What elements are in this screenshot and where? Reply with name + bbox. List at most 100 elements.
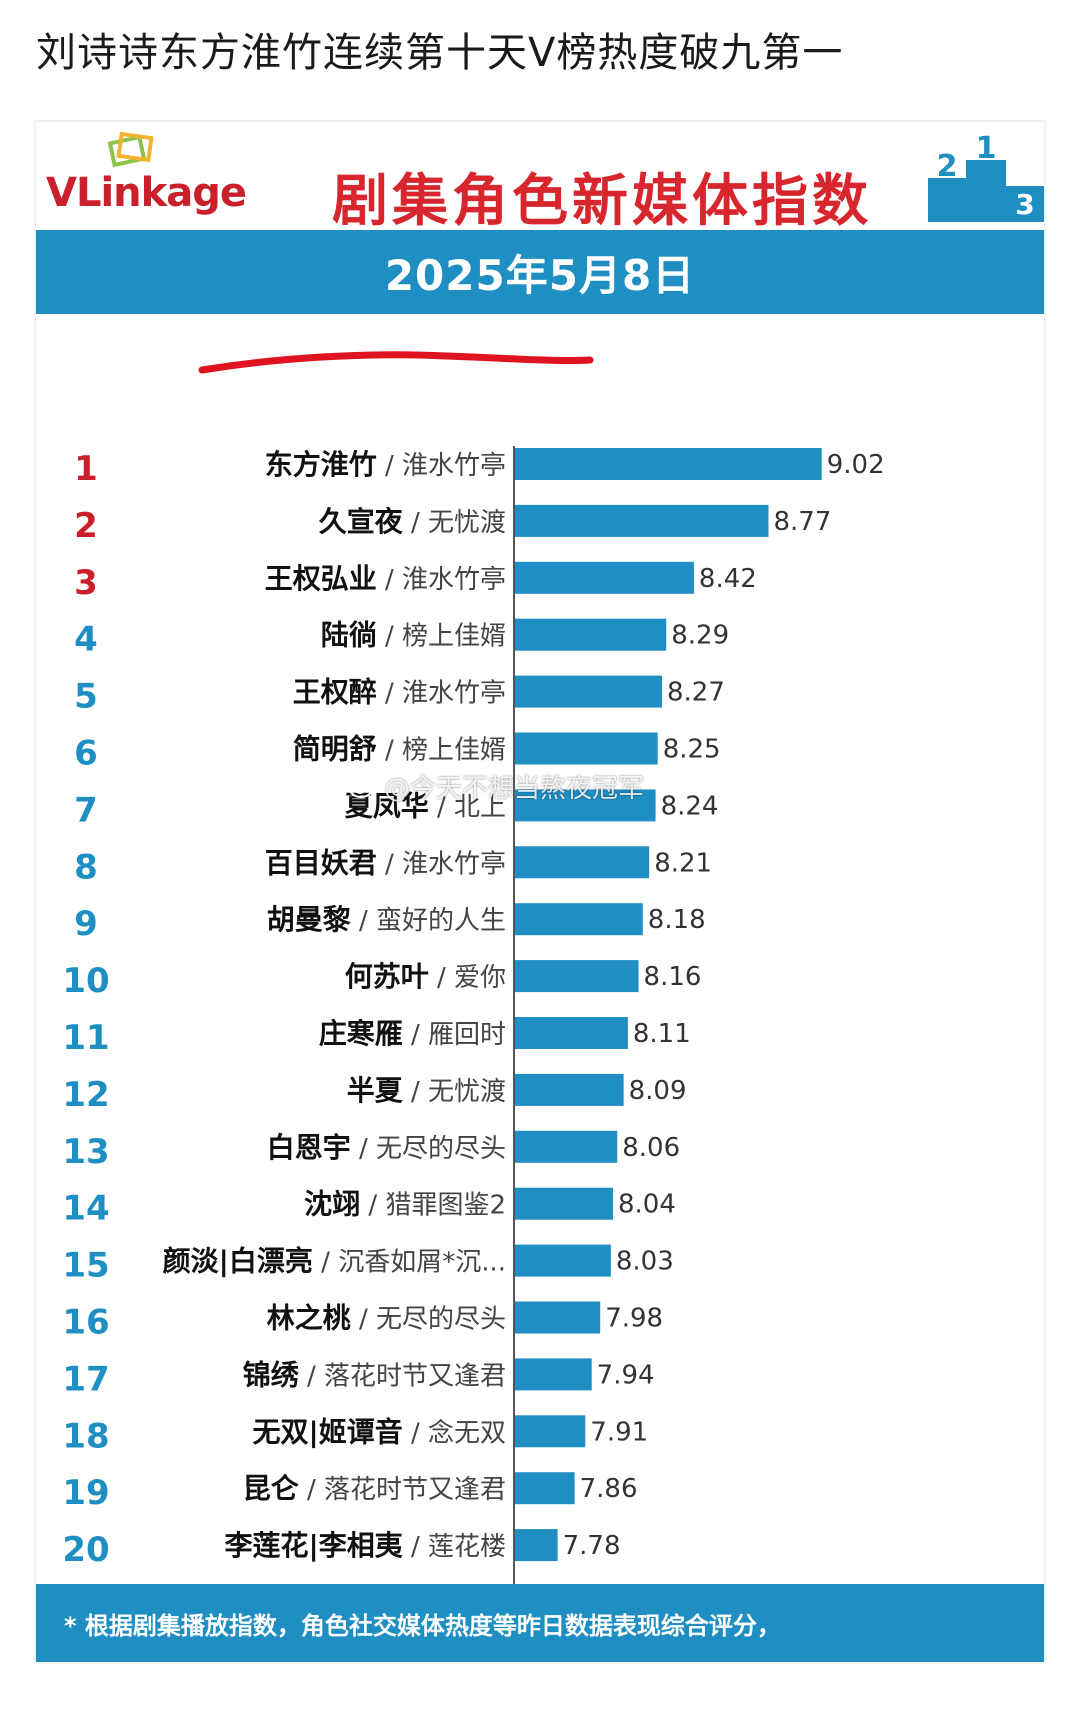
role-name: 东方淮竹 [265, 448, 377, 481]
rank-number: 14 [62, 1189, 109, 1229]
drama-name: / 淮水竹亭 [377, 565, 506, 595]
bar [515, 1073, 624, 1106]
bar-label: 何苏叶 / 爱你 [345, 960, 506, 993]
drama-name: / 无尽的尽头 [351, 1134, 506, 1164]
rank-number: 8 [74, 847, 98, 887]
role-name: 久宣夜 [319, 505, 404, 538]
bar [515, 618, 667, 651]
drama-name: / 蛮好的人生 [351, 906, 506, 936]
bar [515, 448, 822, 480]
value-label: 8.18 [648, 905, 706, 935]
bar [515, 675, 662, 708]
bar [515, 1017, 628, 1049]
drama-name: / 榜上佳婿 [377, 622, 506, 652]
bar [515, 789, 656, 822]
role-name: 简明舒 [293, 733, 377, 766]
role-name: 陆徜 [321, 619, 377, 652]
role-name: 林之桃 [267, 1302, 351, 1335]
bar-label: 李莲花|李相夷 / 莲花楼 [224, 1529, 506, 1562]
role-name: 王权醉 [293, 676, 377, 709]
podium-icon: 2 1 3 [928, 131, 1044, 222]
value-label: 7.91 [590, 1417, 648, 1447]
red-underline-annotation [198, 351, 594, 374]
bar-label: 东方淮竹 / 淮水竹亭 [265, 448, 506, 481]
bar-label: 庄寒雁 / 雁回时 [319, 1017, 506, 1050]
bar [515, 1244, 611, 1277]
drama-name: / 榜上佳婿 [377, 736, 506, 766]
role-name: 夏凤华 [345, 789, 429, 822]
value-label: 8.24 [661, 791, 719, 821]
value-label: 8.77 [773, 507, 831, 537]
role-name: 锦绣 [243, 1358, 300, 1391]
rank-number: 7 [74, 790, 98, 830]
rank-number: 6 [74, 734, 98, 774]
vlinkage-logo: VLinkage [46, 131, 247, 216]
bar [515, 732, 658, 765]
value-label: 8.04 [618, 1190, 676, 1220]
bar-label: 白恩宇 / 无尽的尽头 [267, 1131, 506, 1164]
role-name: 王权弘业 [265, 562, 377, 595]
logo-text-vlink: VLink [46, 170, 167, 216]
bar-label: 久宣夜 / 无忧渡 [319, 505, 506, 538]
value-label: 8.21 [654, 848, 712, 878]
role-name: 李莲花|李相夷 [224, 1529, 402, 1562]
rank-number: 4 [74, 620, 98, 660]
rank-number: 15 [62, 1246, 109, 1286]
drama-name: / 念无双 [403, 1418, 506, 1448]
weibo-icon [349, 776, 376, 798]
bar-label: 颜淡|白漂亮 / 沉香如屑*沉... [163, 1245, 506, 1278]
ranking-chart: 1 东方淮竹 / 淮水竹亭 9.02 2 久宣夜 / 无忧渡 8.77 3 王权弘业 / 淮水… [36, 314, 1044, 1584]
value-label: 8.29 [671, 621, 729, 651]
value-label: 7.94 [597, 1360, 655, 1390]
drama-name: / 无忧渡 [403, 508, 506, 538]
bar-label: 无双|姬谭音 / 念无双 [252, 1415, 506, 1448]
role-name: 颜淡|白漂亮 [163, 1245, 313, 1278]
bar-label: 林之桃 / 无尽的尽头 [267, 1302, 506, 1335]
value-label: 8.11 [633, 1019, 691, 1049]
bar-label: 王权醉 / 淮水竹亭 [293, 676, 506, 709]
bar [515, 1529, 558, 1562]
drama-name: / 淮水竹亭 [377, 849, 506, 879]
svg-text:2: 2 [937, 149, 958, 184]
bar-label: 沈翊 / 猎罪图鉴2 [304, 1188, 506, 1221]
bar-label: 锦绣 / 落花时节又逢君 [243, 1358, 506, 1391]
bar [515, 504, 769, 537]
value-label: 7.78 [563, 1531, 621, 1561]
role-name: 何苏叶 [345, 960, 429, 993]
drama-name: / 淮水竹亭 [377, 679, 506, 709]
value-label: 7.86 [580, 1474, 638, 1504]
value-label: 8.42 [699, 564, 757, 594]
role-name: 半夏 [347, 1074, 404, 1107]
rank-number: 16 [62, 1303, 109, 1343]
bar-label: 简明舒 / 榜上佳婿 [293, 733, 506, 766]
role-name: 无双|姬谭音 [252, 1415, 402, 1448]
role-name: 昆仑 [243, 1472, 300, 1505]
value-label: 8.16 [644, 962, 702, 992]
rank-number: 19 [62, 1473, 109, 1513]
rank-number: 13 [62, 1132, 109, 1172]
ranking-card: VLinkage 剧集角色新媒体指数 2 1 3 2025年5月8日 1 东方淮竹… [36, 122, 1044, 1662]
bar [515, 1472, 575, 1505]
bar [515, 903, 643, 936]
rank-number: 20 [62, 1530, 109, 1570]
bar [515, 1358, 592, 1391]
svg-text:3: 3 [1015, 188, 1034, 221]
value-label: 8.03 [616, 1247, 674, 1277]
drama-name: / 无忧渡 [403, 1077, 506, 1107]
bar-label: 陆徜 / 榜上佳婿 [321, 619, 506, 652]
bar [515, 846, 650, 879]
role-name: 庄寒雁 [319, 1017, 403, 1050]
bar [515, 1415, 586, 1448]
drama-name: / 雁回时 [403, 1020, 506, 1050]
drama-name: / 莲花楼 [403, 1532, 506, 1562]
drama-name: / 北上 [429, 792, 506, 822]
role-name: 百目妖君 [265, 846, 377, 879]
watermark: @今天不想当熬夜冠军 [348, 768, 644, 805]
bar-label: 百目妖君 / 淮水竹亭 [265, 846, 506, 879]
role-name: 沈翊 [304, 1188, 360, 1221]
chart-date: 2025年5月8日 [384, 250, 696, 300]
rank-number: 10 [62, 961, 109, 1001]
rank-number: 9 [74, 904, 98, 944]
bar [515, 1187, 613, 1220]
footnote-text: * 根据剧集播放指数，角色社交媒体热度等昨日数据表现综合评分， [64, 1611, 781, 1640]
